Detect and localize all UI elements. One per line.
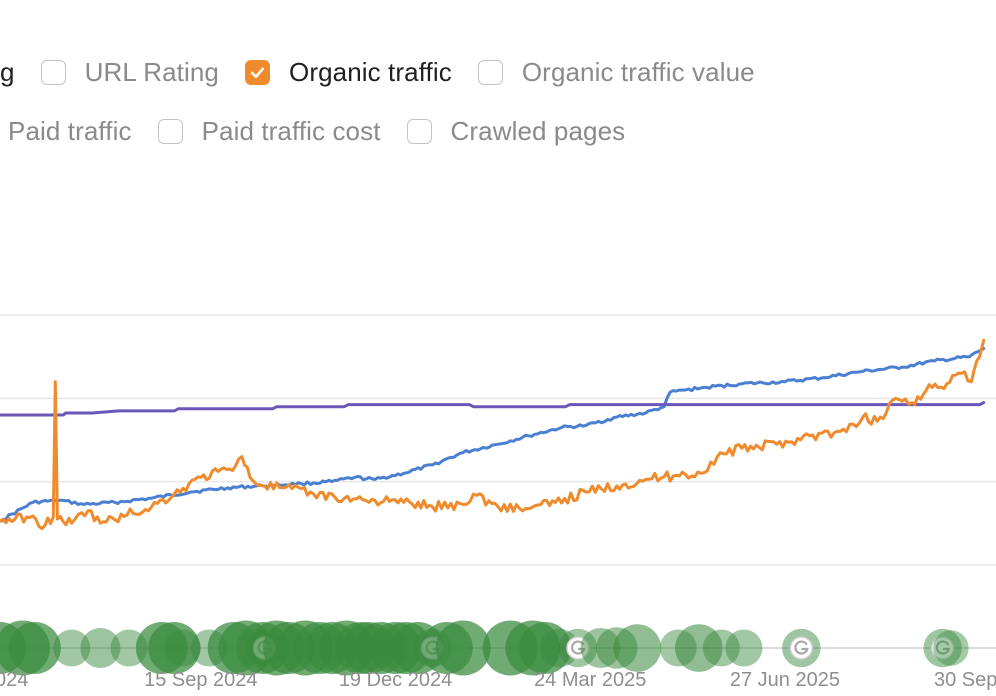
google-icon-ring [789, 636, 814, 660]
update-marker-38 [675, 624, 723, 672]
update-marker-28 [435, 620, 491, 676]
update-marker-3 [53, 629, 91, 667]
update-marker-43 [933, 630, 969, 666]
update-marker-4 [80, 628, 121, 668]
legend-row-1: g URL Rating Organic traffic Organic tra… [0, 55, 781, 89]
x-tick-label-3: 24 Mar 2025 [534, 669, 646, 691]
x-tick-label-4: 27 Jun 2025 [730, 669, 840, 691]
update-marker-32 [540, 628, 579, 668]
legend-item-paid-traffic[interactable]: Paid traffic [8, 116, 132, 147]
x-tick-label-2: 19 Dec 2024 [339, 669, 452, 691]
series-line-organic-traffic [0, 338, 986, 531]
crawled-pages-checkbox[interactable] [406, 118, 432, 144]
chart-series [0, 338, 986, 531]
update-marker-39 [702, 629, 740, 667]
update-marker-7 [148, 622, 201, 674]
legend-label-partial-top: g [0, 56, 15, 87]
organic-traffic-checkbox[interactable] [245, 59, 270, 85]
legend-item-url-rating[interactable]: URL Rating [40, 56, 219, 88]
x-tick-label-0: 2024 [0, 669, 28, 691]
google-icon-ring [930, 636, 955, 660]
google-update-icon [789, 636, 814, 660]
url-rating-checkbox[interactable] [40, 59, 66, 85]
x-tick-label-1: 15 Sep 2024 [144, 669, 257, 691]
legend-label-url-rating: URL Rating [84, 56, 219, 87]
paid-traffic-cost-checkbox[interactable] [157, 118, 183, 144]
update-marker-8 [163, 629, 201, 667]
legend-item-organic-traffic-value[interactable]: Organic traffic value [477, 56, 755, 88]
legend-row-2: Paid traffic Paid traffic cost Crawled p… [8, 114, 651, 148]
update-markers [0, 620, 969, 676]
legend-label-paid-traffic: Paid traffic [8, 115, 132, 146]
google-icon-glyph [935, 640, 951, 655]
update-marker-2 [8, 622, 61, 674]
x-tick-label-5: 30 Sep 20 [934, 669, 996, 691]
google-update-icon [930, 636, 955, 660]
legend-label-paid-traffic-cost: Paid traffic cost [201, 115, 381, 146]
legend-item-paid-traffic-cost[interactable]: Paid traffic cost [157, 115, 381, 147]
series-line-purple-series [0, 401, 986, 417]
google-icon-glyph [794, 640, 809, 655]
series-line-blue-series [0, 347, 986, 523]
x-axis-ticks: 2024 15 Sep 2024 19 Dec 2024 24 Mar 2025 27 … [0, 669, 996, 691]
update-marker-40 [725, 629, 763, 667]
legend-label-organic-traffic: Organic traffic [289, 56, 452, 87]
organic-traffic-value-checkbox[interactable] [477, 59, 503, 85]
update-marker-36 [613, 624, 662, 672]
legend-item-crawled-pages[interactable]: Crawled pages [406, 115, 626, 147]
legend-label-organic-traffic-value: Organic traffic value [521, 56, 755, 87]
legend-label-crawled-pages: Crawled pages [450, 115, 626, 146]
grid-lines [0, 314, 996, 649]
legend-item-organic-traffic[interactable]: Organic traffic [245, 57, 452, 88]
legend-item-partial-top[interactable]: g [0, 57, 15, 88]
update-marker-31 [519, 622, 572, 674]
checkmark-icon [250, 67, 265, 78]
